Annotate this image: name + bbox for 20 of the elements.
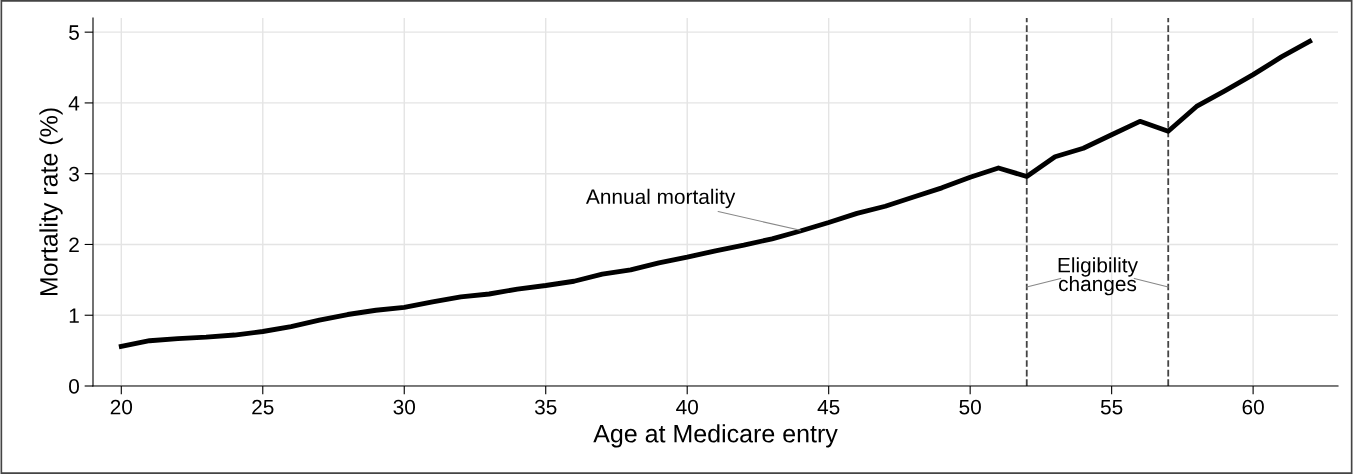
y-tick-label: 0 bbox=[69, 379, 79, 394]
x-tick-label: 45 bbox=[817, 399, 840, 415]
x-tick-label: 25 bbox=[252, 399, 274, 415]
line-series bbox=[118, 38, 1313, 349]
y-tick-label: 1 bbox=[69, 308, 79, 323]
x-tick-label: 60 bbox=[1242, 399, 1264, 415]
y-tick-label: 4 bbox=[68, 96, 80, 111]
x-tick-label: 50 bbox=[959, 399, 981, 415]
x-tick-label: 40 bbox=[676, 399, 698, 415]
annotation: Annual mortality bbox=[585, 188, 736, 209]
y-axis-title: Mortality rate (%) bbox=[39, 108, 63, 296]
x-tick-label: 55 bbox=[1100, 399, 1123, 415]
y-tick-label: 5 bbox=[69, 25, 79, 40]
x-tick-label: 20 bbox=[110, 399, 133, 415]
x-axis-title: Age at Medicare entry bbox=[593, 424, 838, 448]
y-tick-label: 3 bbox=[69, 166, 79, 182]
y-tick-label: 2 bbox=[69, 237, 79, 253]
x-tick-label: 30 bbox=[393, 399, 416, 415]
annotation: Eligibility changes bbox=[1058, 257, 1138, 296]
x-tick-label: 35 bbox=[534, 399, 557, 415]
